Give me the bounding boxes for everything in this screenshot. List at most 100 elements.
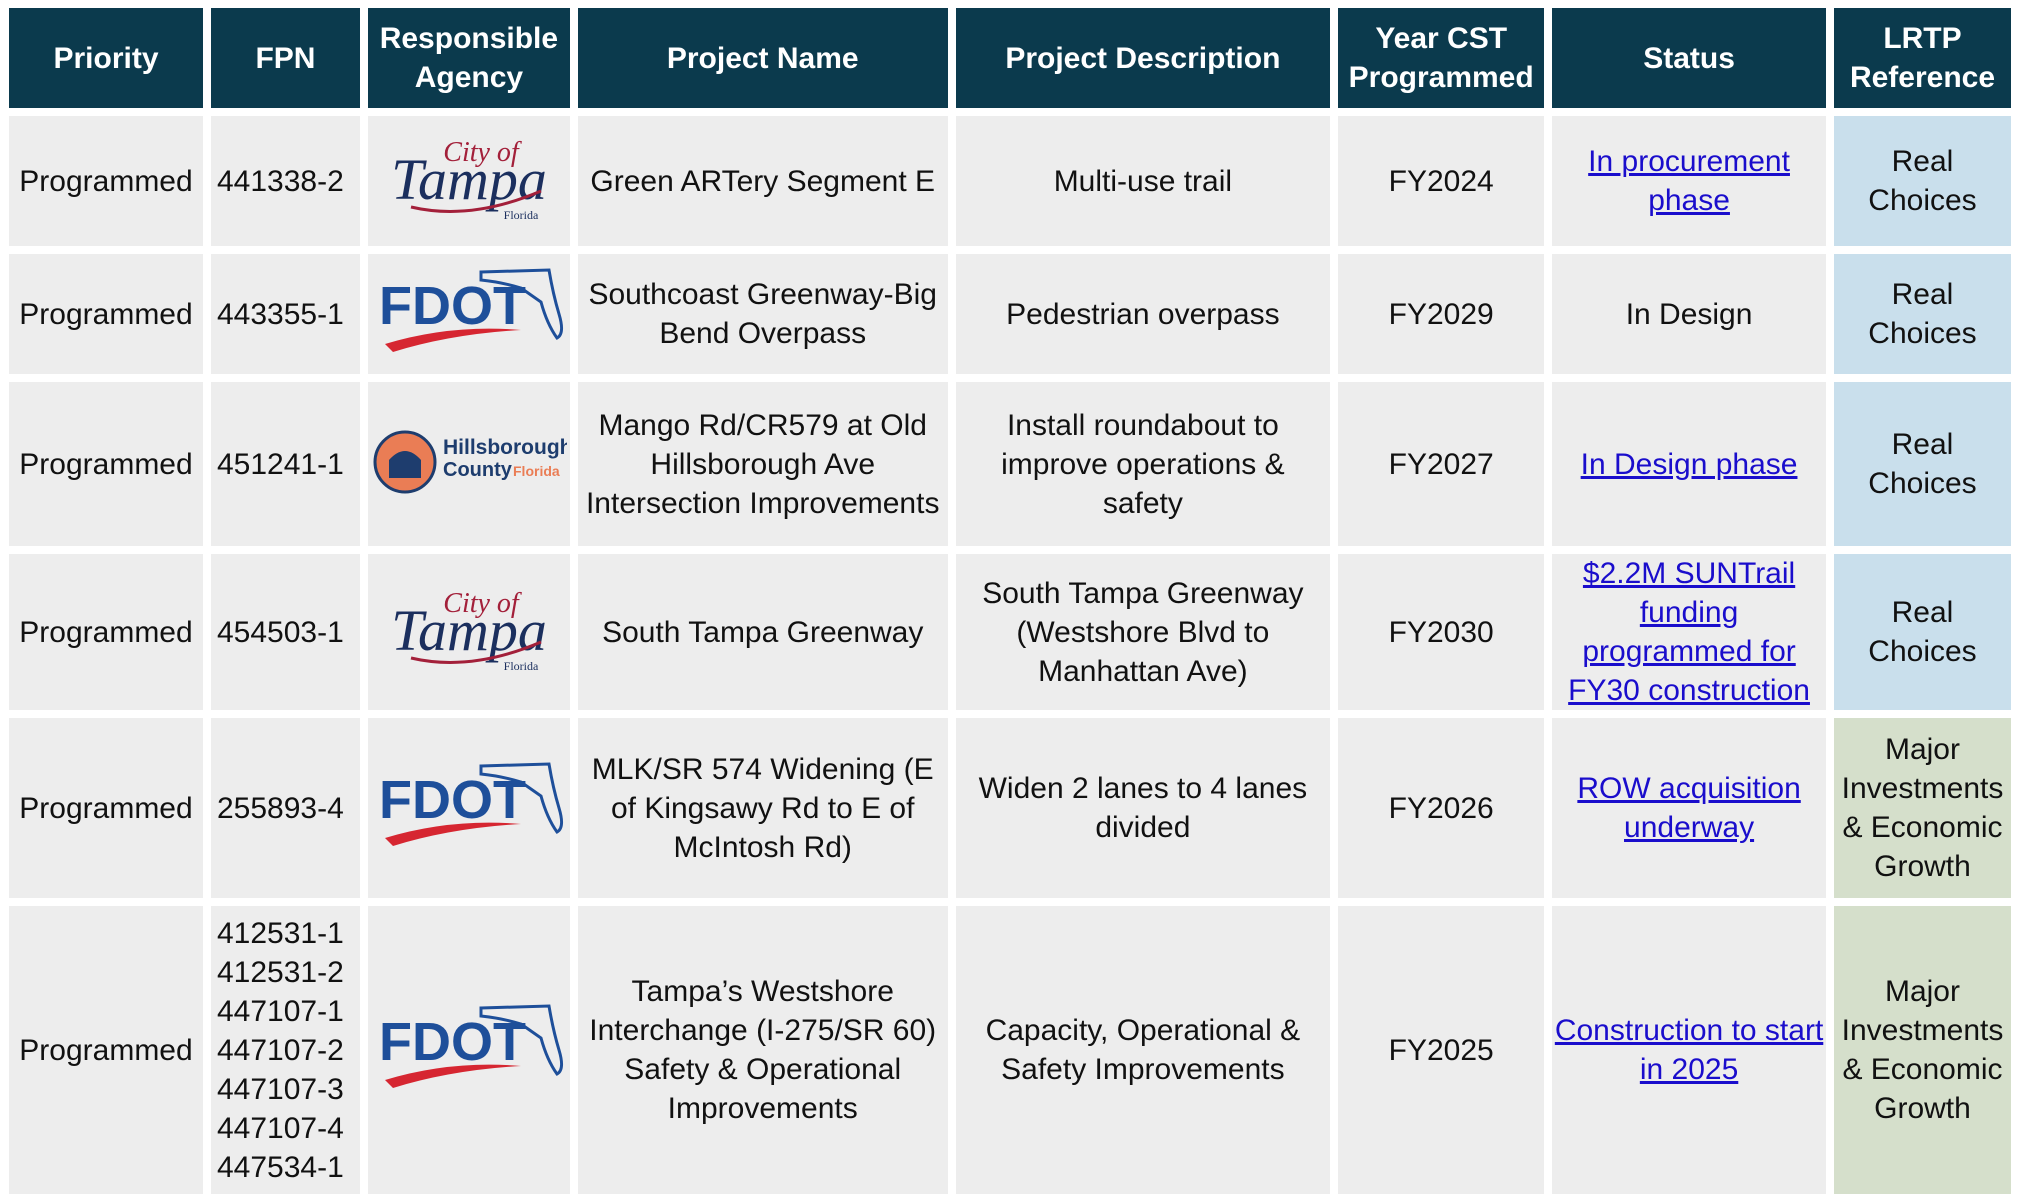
agency-cell: City of Tampa Florida	[367, 554, 570, 710]
description-cell: Pedestrian overpass	[955, 254, 1331, 374]
agency-logo: FDOT	[379, 762, 563, 846]
logo-text: FDOT	[379, 770, 526, 830]
fpn-number: 412531-2	[216, 955, 344, 989]
header-cell: Project Name	[577, 8, 948, 108]
header-cell: Priority	[9, 8, 203, 108]
logo-text: County	[443, 459, 513, 481]
logo-text: FDOT	[379, 276, 526, 336]
table-row: Programmed 454503-1 City of Tampa Florida Sou…	[9, 554, 2011, 710]
year-cell: FY2026	[1338, 718, 1545, 898]
fpn-number: 454503-1	[216, 615, 344, 649]
description-cell: Widen 2 lanes to 4 lanes divided	[955, 718, 1331, 898]
logo-text: Tampa	[391, 598, 547, 663]
priority-cell: Programmed	[9, 554, 203, 710]
status-link[interactable]: $2.2M SUNTrail funding programmed for FY…	[1568, 557, 1810, 707]
logo-swoosh	[410, 189, 542, 213]
logo-swoosh	[384, 1064, 521, 1088]
logo-text: Florida	[513, 463, 560, 479]
header-cell: Year CST Programmed	[1338, 8, 1545, 108]
agency-cell: FDOT	[367, 718, 570, 898]
name-cell: Green ARTery Segment E	[577, 116, 948, 246]
logo-text: City of	[443, 588, 522, 619]
lrtp-cell: Major Investments & Economic Growth	[1833, 718, 2011, 898]
name-cell: South Tampa Greenway	[577, 554, 948, 710]
fpn-number: 447534-1	[216, 1150, 344, 1184]
header-cell: Responsible Agency	[367, 8, 570, 108]
table-row: Programmed 412531-1 412531-2 447107-1 447107…	[9, 906, 2011, 1194]
lrtp-cell: Real Choices	[1833, 382, 2011, 546]
agency-cell: Hillsborough County Florida	[367, 382, 572, 546]
lrtp-cell: Real Choices	[1833, 554, 2011, 710]
fpn-number: 451241-1	[216, 447, 344, 481]
logo-outline	[479, 762, 563, 834]
agency-cell: FDOT	[367, 254, 570, 374]
fpn-number: 443355-1	[216, 297, 344, 331]
header-cell: LRTP Reference	[1833, 8, 2011, 108]
header-cell: FPN	[210, 8, 360, 108]
year-cell: FY2024	[1338, 116, 1545, 246]
status-cell: Construction to start in 2025	[1552, 906, 1826, 1194]
lrtp-cell: Real Choices	[1833, 254, 2011, 374]
logo-swoosh	[384, 822, 521, 846]
status-text: In Design	[1625, 297, 1753, 331]
agency-logo: FDOT	[379, 268, 563, 352]
table-row: Programmed 441338-2 City of Tampa Florida Gre…	[9, 116, 2011, 246]
table-row: Programmed 255893-4 FDOT MLK/SR 574 Widenin…	[9, 718, 2011, 898]
logo-swoosh	[410, 640, 542, 664]
logo-text: Hillsborough	[443, 436, 567, 459]
header-cell: Project Description	[955, 8, 1331, 108]
lrtp-cell: Major Investments & Economic Growth	[1833, 906, 2011, 1194]
fpn-cell: 255893-4	[210, 718, 360, 898]
header-row: Priority FPN Responsible Agency Project Nam…	[9, 8, 2011, 108]
status-link[interactable]: In procurement phase	[1588, 145, 1790, 217]
fpn-number: 447107-3	[216, 1072, 344, 1106]
fpn-cell: 454503-1	[210, 554, 360, 710]
fpn-cell: 412531-1 412531-2 447107-1 447107-2 447107-3…	[210, 906, 360, 1194]
priority-cell: Programmed	[9, 382, 203, 546]
fpn-number: 447107-2	[216, 1033, 344, 1067]
priority-cell: Programmed	[9, 718, 203, 898]
logo-outline	[479, 268, 563, 340]
name-cell: Southcoast Greenway-Big Bend Overpass	[577, 254, 948, 374]
header-cell: Status	[1552, 8, 1826, 108]
status-cell: ROW acquisition underway	[1552, 718, 1826, 898]
status-cell: In Design phase	[1552, 382, 1826, 546]
logo-text: City of	[443, 137, 522, 168]
logo-text: Florida	[504, 208, 539, 222]
logo-text: Tampa	[391, 147, 547, 212]
year-cell: FY2025	[1338, 906, 1545, 1194]
name-cell: Tampa’s Westshore Interchange (I-275/SR …	[577, 906, 948, 1194]
description-cell: South Tampa Greenway (Westshore Blvd to …	[955, 554, 1331, 710]
status-cell: $2.2M SUNTrail funding programmed for FY…	[1552, 554, 1826, 710]
logo-outline	[479, 1004, 563, 1076]
logo-text: Florida	[504, 659, 539, 673]
fpn-number: 447107-4	[216, 1111, 344, 1145]
agency-cell: City of Tampa Florida	[367, 116, 570, 246]
description-cell: Install roundabout to improve operations…	[955, 382, 1331, 546]
status-link[interactable]: ROW acquisition underway	[1577, 772, 1801, 844]
fpn-number: 447107-1	[216, 994, 344, 1028]
fpn-cell: 451241-1	[210, 382, 360, 546]
status-link[interactable]: In Design phase	[1580, 447, 1798, 481]
name-cell: Mango Rd/CR579 at Old Hillsborough Ave I…	[577, 382, 948, 546]
status-link[interactable]: Construction to start in 2025	[1554, 1014, 1824, 1086]
year-cell: FY2029	[1338, 254, 1545, 374]
fpn-cell: 441338-2	[210, 116, 360, 246]
description-cell: Multi-use trail	[955, 116, 1331, 246]
fpn-number: 441338-2	[216, 164, 344, 198]
logo-text: FDOT	[379, 1012, 526, 1072]
priority-cell: Programmed	[9, 906, 203, 1194]
fpn-cell: 443355-1	[210, 254, 360, 374]
priority-cell: Programmed	[9, 116, 203, 246]
logo-dome	[388, 451, 421, 478]
agency-cell: FDOT	[367, 906, 570, 1194]
description-cell: Capacity, Operational & Safety Improveme…	[955, 906, 1331, 1194]
priority-cell: Programmed	[9, 254, 203, 374]
logo-swoosh	[384, 328, 521, 352]
lrtp-cell: Real Choices	[1833, 116, 2011, 246]
